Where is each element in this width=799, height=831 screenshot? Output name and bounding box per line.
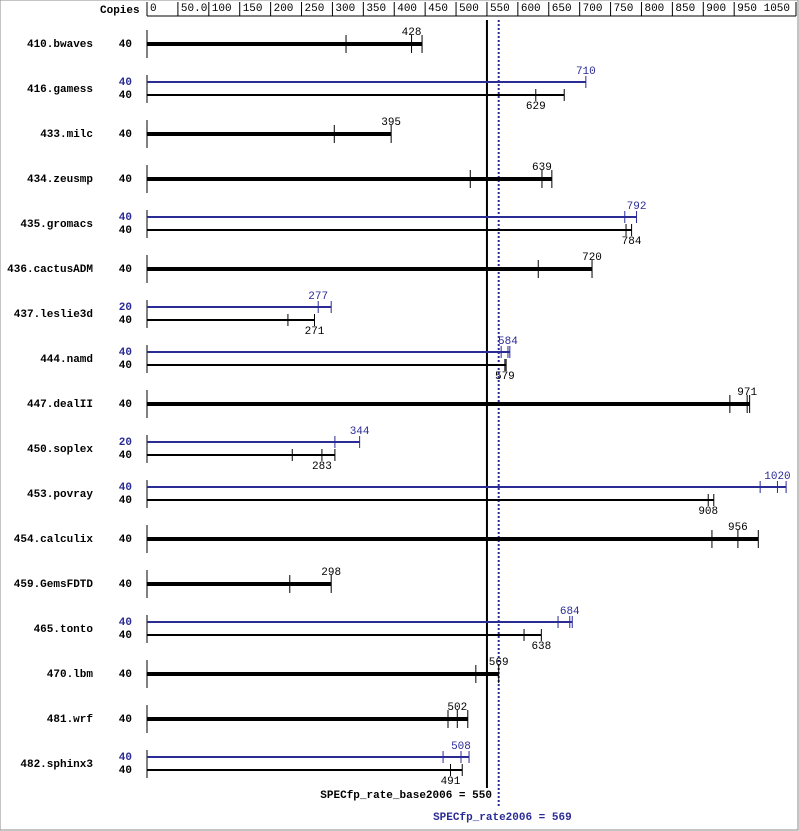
x-tick-label: 400 — [397, 3, 417, 15]
copies-label: 40 — [119, 752, 132, 764]
copies-label: 40 — [119, 129, 132, 141]
x-tick-label: 600 — [521, 3, 541, 15]
value-label: 271 — [305, 326, 325, 338]
value-label: 908 — [698, 506, 718, 518]
copies-label: 40 — [119, 360, 132, 372]
x-tick-label: 800 — [644, 3, 664, 15]
value-label: 792 — [627, 201, 647, 213]
copies-label: 40 — [119, 630, 132, 642]
copies-label: 20 — [119, 302, 132, 314]
x-tick-label: 450 — [428, 3, 448, 15]
copies-label: 40 — [119, 399, 132, 411]
value-label: 428 — [402, 27, 422, 39]
x-tick-label: 100 — [212, 3, 232, 15]
x-tick-label: 500 — [459, 3, 479, 15]
value-label: 720 — [582, 252, 602, 264]
benchmark-name: 434.zeusmp — [27, 174, 93, 186]
copies-label: 40 — [119, 450, 132, 462]
value-label: 569 — [489, 657, 509, 669]
base-summary-label: SPECfp_rate_base2006 = 550 — [320, 790, 492, 802]
value-label: 283 — [312, 461, 332, 473]
copies-label: 40 — [119, 90, 132, 102]
x-tick-label: 850 — [675, 3, 695, 15]
copies-label: 40 — [119, 347, 132, 359]
benchmark-name: 470.lbm — [47, 669, 94, 681]
value-label: 956 — [728, 522, 748, 534]
copies-label: 40 — [119, 617, 132, 629]
x-tick-label: 50.0 — [181, 3, 207, 15]
benchmark-name: 453.povray — [27, 489, 93, 501]
copies-label: 40 — [119, 212, 132, 224]
value-label: 502 — [447, 702, 467, 714]
benchmark-name: 410.bwaves — [27, 39, 93, 51]
x-tick-label: 350 — [366, 3, 386, 15]
value-label: 579 — [495, 371, 515, 383]
value-label: 638 — [531, 641, 551, 653]
benchmark-name: 437.leslie3d — [14, 309, 93, 321]
value-label: 584 — [498, 336, 518, 348]
copies-label: 40 — [119, 495, 132, 507]
x-tick-label: 700 — [583, 3, 603, 15]
value-label: 629 — [526, 101, 546, 113]
benchmark-name: 444.namd — [40, 354, 93, 366]
copies-label: 40 — [119, 669, 132, 681]
value-label: 395 — [381, 117, 401, 129]
value-label: 784 — [622, 236, 642, 248]
benchmark-name: 435.gromacs — [20, 219, 93, 231]
x-tick-label: 300 — [335, 3, 355, 15]
copies-header: Copies — [100, 5, 140, 17]
benchmark-name: 481.wrf — [47, 714, 94, 726]
copies-label: 40 — [119, 225, 132, 237]
x-tick-label: 250 — [305, 3, 325, 15]
copies-label: 40 — [119, 714, 132, 726]
benchmark-name: 447.dealII — [27, 399, 93, 411]
value-label: 491 — [441, 776, 461, 788]
benchmark-name: 459.GemsFDTD — [14, 579, 94, 591]
copies-label: 40 — [119, 579, 132, 591]
value-label: 1020 — [764, 471, 790, 483]
benchmark-name: 454.calculix — [14, 534, 94, 546]
copies-label: 40 — [119, 482, 132, 494]
benchmark-name: 482.sphinx3 — [20, 759, 93, 771]
x-tick-label: 150 — [243, 3, 263, 15]
value-label: 298 — [321, 567, 341, 579]
value-label: 508 — [451, 741, 471, 753]
copies-label: 40 — [119, 315, 132, 327]
value-label: 971 — [737, 387, 757, 399]
x-tick-label: 550 — [490, 3, 510, 15]
x-tick-label: 200 — [274, 3, 294, 15]
benchmark-name: 433.milc — [40, 129, 93, 141]
copies-label: 20 — [119, 437, 132, 449]
copies-label: 40 — [119, 39, 132, 51]
x-tick-label: 950 — [737, 3, 757, 15]
copies-label: 40 — [119, 534, 132, 546]
value-label: 639 — [532, 162, 552, 174]
x-tick-label: 0 — [150, 3, 157, 15]
value-label: 344 — [350, 426, 370, 438]
copies-label: 40 — [119, 77, 132, 89]
copies-label: 40 — [119, 174, 132, 186]
x-tick-label: 1050 — [764, 3, 790, 15]
copies-label: 40 — [119, 264, 132, 276]
benchmark-name: 416.gamess — [27, 84, 93, 96]
value-label: 277 — [308, 291, 328, 303]
value-label: 710 — [576, 66, 596, 78]
x-tick-label: 900 — [706, 3, 726, 15]
x-tick-label: 750 — [614, 3, 634, 15]
peak-summary-label: SPECfp_rate2006 = 569 — [433, 812, 572, 824]
benchmark-name: 436.cactusADM — [7, 264, 93, 276]
x-tick-label: 650 — [552, 3, 572, 15]
value-label: 684 — [560, 606, 580, 618]
benchmark-name: 465.tonto — [34, 624, 94, 636]
copies-label: 40 — [119, 765, 132, 777]
benchmark-name: 450.soplex — [27, 444, 93, 456]
